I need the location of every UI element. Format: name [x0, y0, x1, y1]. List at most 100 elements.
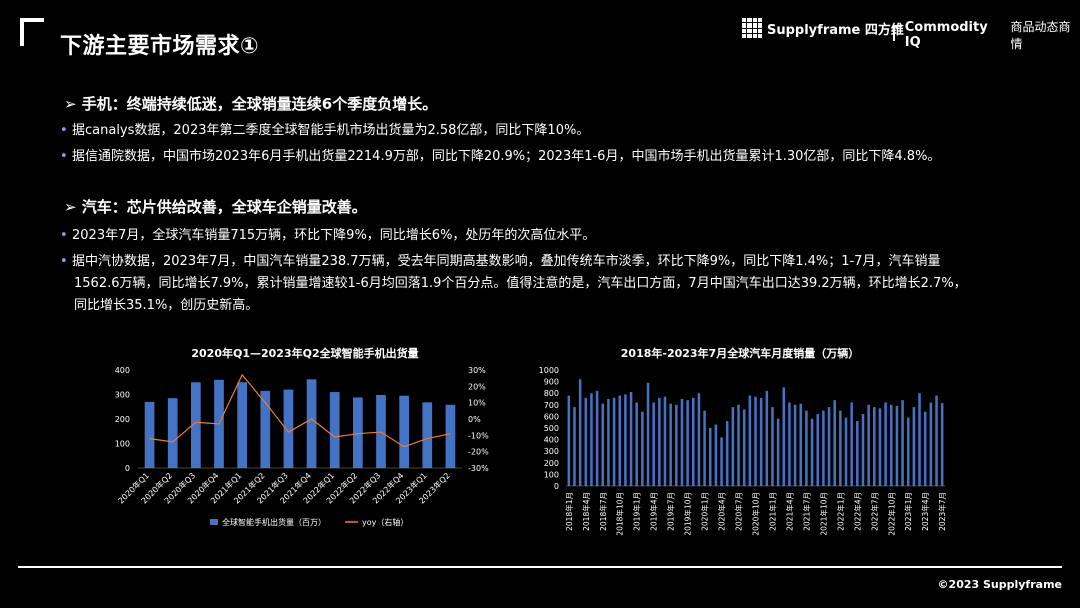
y-tick-label: 200 [544, 459, 559, 468]
bar [827, 407, 831, 486]
bar [935, 395, 938, 486]
corner-mark [20, 18, 44, 46]
auto-chart-title: 2018年-2023年7月全球汽车月度销量（万辆） [620, 347, 860, 360]
bar [810, 418, 814, 486]
bar [675, 404, 678, 486]
bar [748, 395, 752, 486]
bar [703, 410, 706, 486]
y-tick-label: 700 [544, 401, 559, 410]
bar [844, 417, 848, 486]
bar [283, 389, 294, 468]
bar [822, 410, 825, 486]
auto-sales-chart: 0 100 200 300 400 500 600 700 800 900 1000 2018年1月 2… [539, 366, 948, 536]
bar [144, 401, 155, 468]
x-tick-label: 2018年1月 [564, 492, 574, 531]
bar [260, 390, 271, 468]
bar [573, 407, 576, 486]
bar [624, 394, 627, 486]
x-tick-label: 2023年1月 [903, 492, 913, 531]
bar [816, 414, 819, 486]
bar [873, 407, 876, 486]
bar [861, 414, 865, 486]
footer-divider [18, 566, 1062, 568]
bar [856, 421, 859, 486]
bar [692, 397, 695, 486]
legend-line-label: yoy（右轴） [362, 517, 408, 527]
y-tick-label: 400 [544, 436, 559, 445]
brand-supplyframe: Supplyframe 四方维 [742, 18, 904, 38]
y2-tick-label: -30% [468, 464, 489, 473]
y-tick-label: 1000 [539, 366, 559, 375]
yoy-line [149, 373, 451, 448]
x-tick-label: 2019年10月 [683, 492, 693, 536]
x-tick-label: 2021年4月 [784, 492, 794, 531]
x-tick-label: 2022年7月 [869, 492, 879, 531]
bar [742, 409, 746, 486]
x-tick-label: 2021年7月 [801, 492, 811, 531]
bar [686, 400, 689, 486]
bar [578, 379, 582, 486]
y-tick-label: 0 [554, 482, 559, 491]
bar [765, 390, 769, 486]
y2-tick-label: 10% [468, 399, 486, 408]
bar [697, 393, 701, 486]
bar [422, 402, 433, 468]
bar [923, 411, 927, 486]
bar [641, 411, 644, 486]
bar [918, 393, 921, 486]
auto-bullet-1: • 2023年7月，全球汽车销量715万辆，环比下降9%，同比增长6%，处历年的次… [60, 228, 596, 243]
bar [584, 397, 588, 486]
x-tick-label: 2020年1月 [700, 492, 710, 531]
bar [799, 403, 803, 486]
auto-heading: ➢ 汽车：芯片供给改善，全球车企销量改善。 [64, 198, 367, 216]
x-tick-label: 2023年7月 [937, 492, 947, 531]
bar [714, 424, 718, 486]
bar [895, 405, 899, 486]
bar [399, 395, 410, 468]
y-tick-label: 500 [544, 424, 559, 433]
y-tick-label: 300 [115, 391, 130, 400]
bar [652, 402, 655, 486]
y-tick-label: 200 [115, 415, 130, 424]
phone-chart-title: 2020年Q1—2023年Q2全球智能手机出货量 [191, 347, 419, 360]
footer-copyright: ©2023 Supplyframe [937, 578, 1062, 591]
bar [906, 417, 910, 486]
bar [901, 400, 904, 486]
bar [912, 407, 916, 486]
bar [663, 396, 667, 486]
bar [782, 387, 786, 486]
bar [635, 402, 638, 486]
bar [754, 396, 757, 486]
x-tick-label: 2023年4月 [920, 492, 930, 531]
phone-bullet-1: • 据canalys数据，2023年第二季度全球智能手机市场出货量为2.58亿部，… [60, 123, 590, 138]
bar [618, 395, 622, 486]
x-tick-label: 2020年7月 [734, 492, 744, 531]
y-tick-label: 0 [125, 464, 130, 473]
bar [167, 398, 178, 468]
y-tick-label: 600 [544, 412, 559, 421]
brand-supplyframe-text: Supplyframe 四方维 [767, 22, 904, 38]
bar [595, 390, 599, 486]
x-tick-label: 2020年4月 [717, 492, 727, 531]
y2-tick-label: 30% [468, 366, 486, 375]
y2-tick-label: 0% [468, 415, 481, 424]
bar [771, 407, 774, 486]
bar [607, 399, 610, 486]
y2-tick-label: -10% [468, 431, 489, 440]
brand-commodity-subtitle: 商品动态商情 [1010, 20, 1071, 51]
bar [833, 400, 836, 486]
y-tick-label: 900 [544, 378, 559, 387]
x-tick-label: 2018年4月 [581, 492, 591, 531]
x-tick-label: 2018年10月 [615, 492, 625, 536]
phone-heading: ➢ 手机：终端持续低迷，全球销量连续6个季度负增长。 [64, 95, 438, 113]
bar [725, 421, 729, 486]
bar [601, 403, 605, 486]
x-tick-label: 2019年7月 [666, 492, 676, 531]
bar [731, 407, 735, 486]
x-tick-label: 2018年7月 [598, 492, 608, 531]
bar [776, 418, 780, 486]
y-tick-label: 300 [544, 447, 559, 456]
bar [306, 379, 317, 468]
bar [329, 392, 340, 468]
bar [567, 395, 571, 486]
